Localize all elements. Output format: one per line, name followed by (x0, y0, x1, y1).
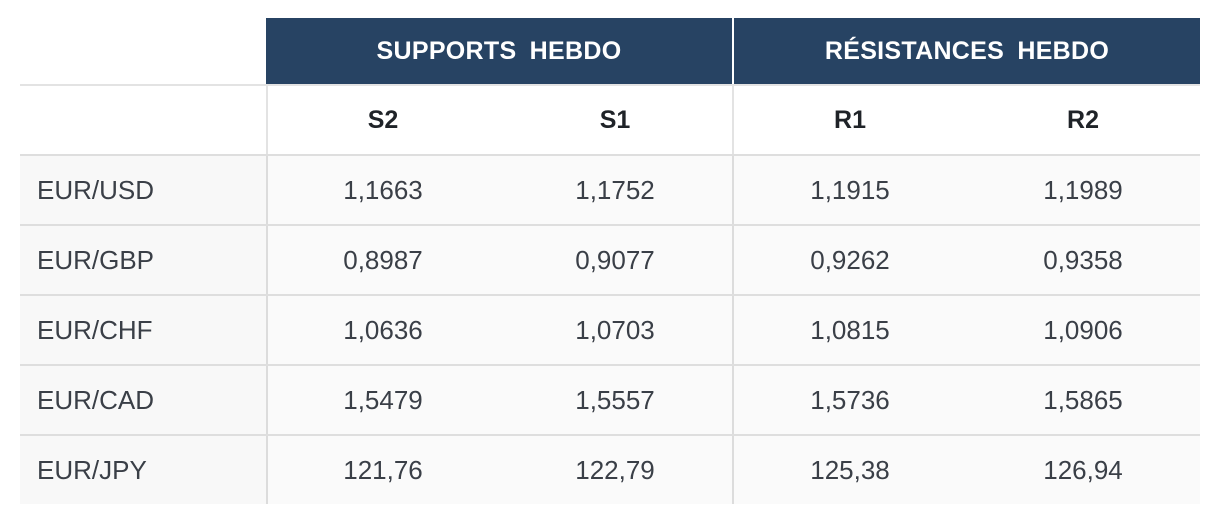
column-header-r2: R2 (966, 86, 1200, 154)
s1-value: 1,1752 (498, 156, 732, 224)
table-row: EUR/CAD 1,5479 1,5557 1,5736 1,5865 (20, 364, 1200, 434)
r2-value: 1,0906 (966, 296, 1200, 364)
table-row: EUR/CHF 1,0636 1,0703 1,0815 1,0906 (20, 294, 1200, 364)
s1-value: 122,79 (498, 436, 732, 504)
header-blank-cell (20, 18, 266, 84)
table-row: EUR/GBP 0,8987 0,9077 0,9262 0,9358 (20, 224, 1200, 294)
s1-value: 1,0703 (498, 296, 732, 364)
s2-value: 1,5479 (266, 366, 498, 434)
s2-value: 0,8987 (266, 226, 498, 294)
s2-value: 1,1663 (266, 156, 498, 224)
levels-table: SUPPORTS HEBDO RÉSISTANCES HEBDO S2 S1 R… (20, 18, 1200, 504)
r1-value: 1,0815 (732, 296, 966, 364)
resistances-hebdo-header: RÉSISTANCES HEBDO (732, 18, 1200, 84)
table-row: EUR/JPY 121,76 122,79 125,38 126,94 (20, 434, 1200, 504)
pair-label: EUR/GBP (20, 226, 266, 294)
table-row: EUR/USD 1,1663 1,1752 1,1915 1,1989 (20, 154, 1200, 224)
column-header-row: S2 S1 R1 R2 (20, 84, 1200, 154)
r1-value: 0,9262 (732, 226, 966, 294)
r2-value: 1,1989 (966, 156, 1200, 224)
s2-value: 1,0636 (266, 296, 498, 364)
s2-value: 121,76 (266, 436, 498, 504)
group-header-row: SUPPORTS HEBDO RÉSISTANCES HEBDO (20, 18, 1200, 84)
column-header-r1: R1 (732, 86, 966, 154)
r2-value: 126,94 (966, 436, 1200, 504)
pair-label: EUR/USD (20, 156, 266, 224)
supports-hebdo-header: SUPPORTS HEBDO (266, 18, 732, 84)
column-header-s2: S2 (266, 86, 498, 154)
column-header-s1: S1 (498, 86, 732, 154)
s1-value: 0,9077 (498, 226, 732, 294)
r2-value: 0,9358 (966, 226, 1200, 294)
s1-value: 1,5557 (498, 366, 732, 434)
column-header-blank (20, 86, 266, 154)
r1-value: 1,1915 (732, 156, 966, 224)
r2-value: 1,5865 (966, 366, 1200, 434)
r1-value: 125,38 (732, 436, 966, 504)
r1-value: 1,5736 (732, 366, 966, 434)
pair-label: EUR/CHF (20, 296, 266, 364)
pair-label: EUR/CAD (20, 366, 266, 434)
pair-label: EUR/JPY (20, 436, 266, 504)
